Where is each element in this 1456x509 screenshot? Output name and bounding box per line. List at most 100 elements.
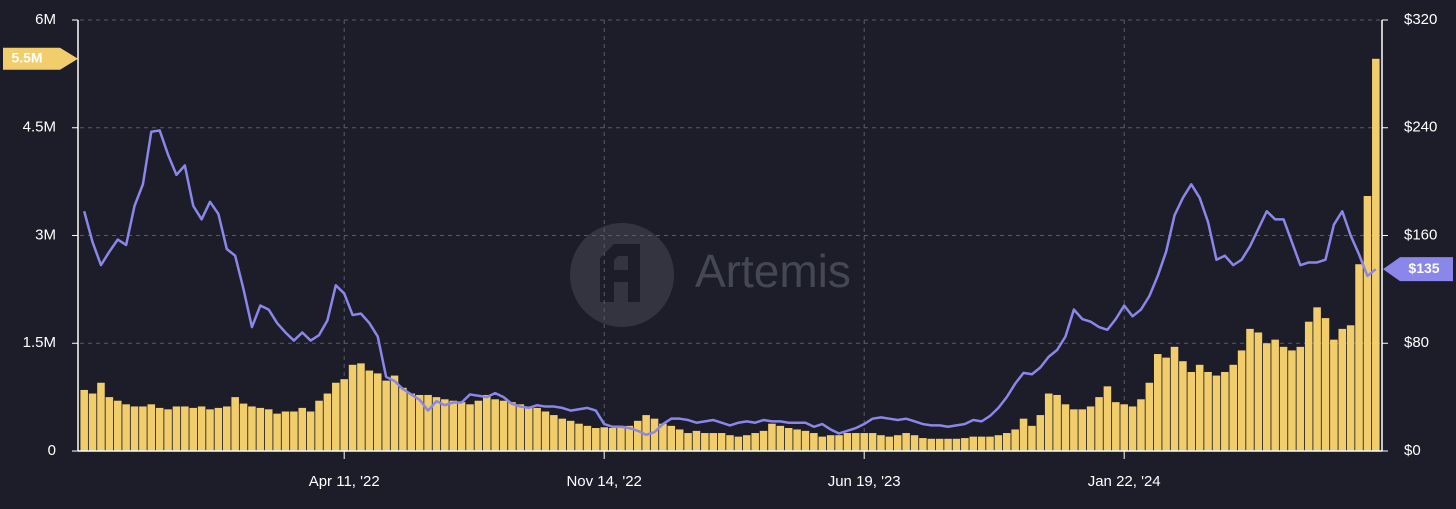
bar <box>952 438 961 451</box>
bar <box>273 413 281 451</box>
bar <box>650 418 659 451</box>
bar <box>1070 409 1078 451</box>
bar <box>675 429 684 451</box>
x-tick-label: Jun 19, '23 <box>828 473 901 490</box>
y-tick-label: 3M <box>35 226 56 243</box>
bar <box>902 433 910 451</box>
bar <box>1363 195 1372 451</box>
bar <box>432 397 441 451</box>
bar <box>1271 339 1279 451</box>
bar <box>726 435 734 451</box>
bar <box>1263 343 1271 451</box>
bar <box>768 423 776 451</box>
bar <box>734 436 743 451</box>
bar <box>1095 397 1103 451</box>
bar <box>969 436 977 451</box>
bar <box>1330 339 1338 451</box>
bar <box>424 394 432 451</box>
bar <box>1170 346 1179 451</box>
bar <box>1044 393 1053 451</box>
bar <box>1195 364 1204 451</box>
bar <box>298 407 307 451</box>
bar <box>348 364 357 451</box>
bar <box>1246 328 1254 451</box>
bar <box>558 418 567 451</box>
bar <box>223 406 231 451</box>
bar <box>692 430 701 451</box>
bar <box>164 409 172 451</box>
bar <box>499 400 508 451</box>
bar <box>1346 325 1355 451</box>
bar <box>801 430 810 451</box>
bar <box>373 373 382 451</box>
bar <box>583 425 592 451</box>
bar <box>1003 433 1011 451</box>
y-tick-label: 0 <box>48 442 56 459</box>
bar <box>617 425 625 451</box>
bar <box>684 433 692 451</box>
bar <box>264 409 273 451</box>
bar <box>592 428 600 451</box>
bar <box>1153 354 1162 451</box>
bar <box>516 404 525 451</box>
bar <box>340 379 348 451</box>
bar <box>323 393 332 451</box>
bar <box>1237 350 1246 451</box>
watermark-logo-mark <box>600 244 640 302</box>
bar <box>659 423 667 451</box>
bar <box>1372 58 1380 451</box>
bar <box>1296 346 1305 451</box>
bar <box>743 435 751 451</box>
bar <box>231 397 239 451</box>
bar <box>1279 346 1288 451</box>
bar <box>1304 321 1313 451</box>
bar <box>474 400 483 451</box>
bar <box>1128 406 1137 451</box>
bar <box>1036 415 1045 451</box>
value-badge <box>1383 257 1453 282</box>
bar <box>709 433 717 451</box>
x-tick-label: Nov 14, '22 <box>566 473 641 490</box>
bar <box>1212 375 1221 451</box>
bar <box>550 415 558 451</box>
value-label: 5.5M <box>11 49 42 65</box>
bar <box>667 425 676 451</box>
bar <box>189 407 197 451</box>
bar <box>776 425 785 451</box>
plot-area: 0 1.5M 3M 4.5M 6M $0 $80 $160 $240 $320 Apr 11, '2… <box>3 11 1453 490</box>
bar <box>1204 371 1212 451</box>
value-label: $135 <box>1408 260 1439 276</box>
bar <box>483 394 491 451</box>
bar <box>491 399 499 451</box>
bar <box>130 406 139 451</box>
bar <box>382 380 390 451</box>
bar <box>524 406 533 451</box>
bar <box>1313 307 1321 451</box>
bar <box>248 406 256 451</box>
line <box>82 129 1377 437</box>
bar <box>1179 361 1187 451</box>
bar <box>1321 318 1330 451</box>
bar <box>1338 328 1347 451</box>
bar <box>1112 402 1120 451</box>
bar <box>701 433 709 451</box>
bar <box>885 436 894 451</box>
bar <box>927 438 936 451</box>
bar <box>239 403 248 451</box>
bar <box>332 382 340 451</box>
x-tick-label: Apr 11, '22 <box>309 473 380 490</box>
bar <box>1120 404 1128 451</box>
watermark: Artemis <box>570 223 851 327</box>
bar <box>466 404 474 451</box>
y2-tick-label: $80 <box>1404 334 1429 351</box>
bar <box>1053 394 1061 451</box>
bar <box>751 433 759 451</box>
bar <box>508 402 516 451</box>
bar <box>457 402 466 451</box>
bar <box>181 406 189 451</box>
bar <box>633 420 642 451</box>
y2-tick-label: $160 <box>1404 226 1437 243</box>
bar <box>1078 409 1087 451</box>
bar <box>1229 364 1237 451</box>
